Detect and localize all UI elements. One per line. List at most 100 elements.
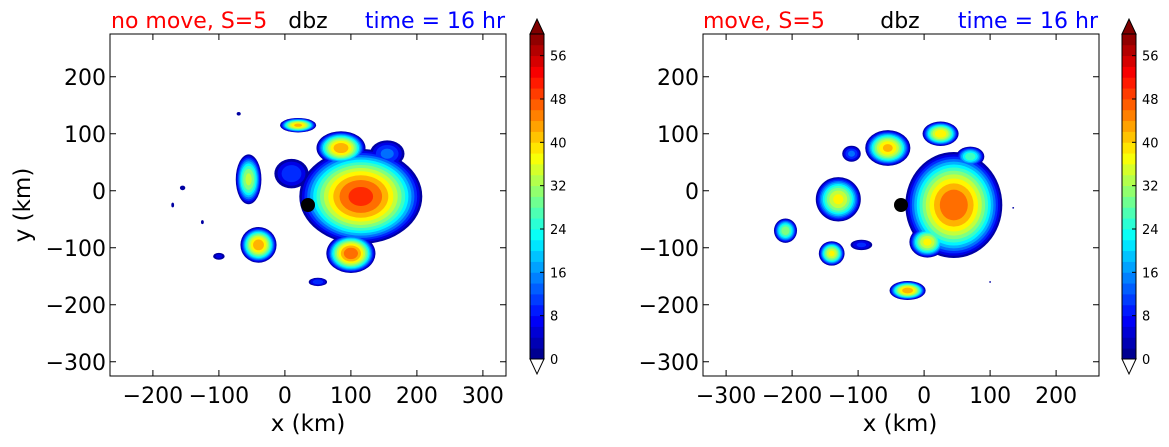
colorbar-extend-max (529, 17, 545, 35)
y-tick-label: −100 (46, 237, 106, 262)
colorbar-segment (530, 131, 544, 143)
colorbar-segment (1122, 207, 1136, 219)
colorbar-tick-label: 56 (1142, 50, 1159, 65)
colorbar: 0 8 16 24 32 40 48 56 (529, 17, 567, 376)
colorbar-segment (1122, 315, 1136, 327)
y-ticks: −300 −200 −100 0 100 200 (639, 66, 1099, 376)
colorbar-segment (1122, 294, 1136, 306)
colorbar-tick-label: 32 (1142, 180, 1159, 195)
x-tick-label: −100 (828, 384, 888, 409)
y-tick-label: 200 (64, 66, 106, 91)
y-tick-label: 200 (657, 66, 699, 91)
colorbar-segment (1122, 174, 1136, 187)
reflectivity-contour-blob-12 (171, 202, 175, 208)
y-tick-label: −300 (639, 351, 699, 376)
colorbar-segment (530, 272, 544, 284)
x-tick-label: −100 (189, 384, 249, 409)
storm-center-marker (301, 198, 315, 212)
colorbar-segment (530, 229, 544, 241)
title-right: time = 16 hr (365, 9, 506, 34)
colorbar-segment (1122, 153, 1136, 165)
reflectivity-contour-blob-4 (828, 250, 835, 257)
x-tick-label: 200 (1035, 384, 1077, 409)
colorbar-segment (1122, 142, 1136, 154)
reflectivity-contour-blob-8 (965, 152, 976, 161)
reflectivity-contour-blob-7 (923, 238, 932, 246)
y-tick-label: 0 (92, 180, 106, 205)
x-tick-label: 100 (969, 384, 1011, 409)
reflectivity-contour-blob-11 (236, 112, 241, 116)
colorbar-segment (530, 66, 544, 78)
reflectivity-contour-blob-10 (179, 185, 186, 191)
colorbar-segment (1122, 348, 1136, 360)
colorbar-segment (1122, 326, 1136, 338)
x-tick-label: −200 (123, 384, 183, 409)
y-ticks: −300 −200 −100 0 100 200 (46, 66, 506, 376)
colorbar-tick-label: 16 (1142, 266, 1159, 281)
y-tick-label: −200 (46, 294, 106, 319)
x-axis-label: x (km) (863, 411, 938, 437)
colorbar-segment (1122, 283, 1136, 295)
reflectivity-contour-blob-6 (902, 287, 914, 294)
title-right: time = 16 hr (958, 9, 1099, 34)
x-tick-label: 0 (917, 384, 931, 409)
colorbar-segment (1122, 109, 1136, 122)
colorbar-extend-max (1121, 17, 1137, 35)
colorbar-segment (530, 207, 544, 219)
colorbar-segment (530, 304, 544, 317)
colorbar-tick-label: 56 (550, 50, 567, 65)
x-tick-label: 0 (278, 384, 292, 409)
title-left: move, S=5 (703, 9, 825, 34)
reflectivity-contour-blob-3 (380, 148, 394, 159)
colorbar-segment (1122, 304, 1136, 317)
colorbar-segment (1122, 250, 1136, 262)
colorbar-segment (1122, 99, 1136, 111)
reflectivity-field (773, 121, 1015, 300)
colorbar-segment (530, 326, 544, 338)
colorbar-segment (1122, 131, 1136, 143)
colorbar-tick-label: 48 (550, 93, 567, 108)
colorbar-segment (1122, 261, 1136, 273)
colorbar-tick-label: 40 (550, 136, 567, 151)
colorbar-segment (530, 283, 544, 295)
reflectivity-contour-blob-4 (343, 247, 358, 260)
colorbar-segment (530, 337, 544, 349)
colorbar-segment (530, 218, 544, 230)
colorbar-segment (530, 120, 544, 132)
colorbar-segment (530, 250, 544, 262)
reflectivity-contour-blob-6 (245, 173, 252, 186)
colorbar-segment (530, 294, 544, 306)
x-ticks: −300 −200 −100 0 100 200 (696, 34, 1077, 409)
plot-frame (702, 33, 1100, 377)
colorbar-segment (1122, 120, 1136, 132)
colorbar-segment (1122, 164, 1136, 176)
colorbar-tick-label: 8 (1142, 310, 1150, 325)
colorbar-segment (530, 88, 544, 100)
colorbar-segment (530, 261, 544, 273)
colorbar-segment (530, 99, 544, 111)
x-ticks: −200 −100 0 100 200 300 (123, 34, 504, 409)
x-tick-label: 300 (462, 384, 504, 409)
x-tick-label: 200 (396, 384, 438, 409)
colorbar-segment (1122, 239, 1136, 252)
colorbar-segment (530, 164, 544, 176)
colorbar-tick-label: 0 (1142, 353, 1150, 368)
colorbar-segment (530, 174, 544, 187)
colorbar-segment (530, 142, 544, 154)
colorbar-segment (530, 153, 544, 165)
colorbar-segment (1122, 66, 1136, 78)
colorbar-segment (530, 315, 544, 327)
colorbar-segment (1122, 185, 1136, 197)
colorbar-tick-label: 48 (1142, 93, 1159, 108)
colorbar-segment (530, 44, 544, 57)
title-center: dbz (288, 9, 327, 34)
reflectivity-contour-blob-5 (781, 226, 790, 235)
reflectivity-contour-blob-1 (333, 142, 349, 154)
colorbar-tick-label: 8 (550, 310, 558, 325)
colorbar-segment (530, 348, 544, 360)
colorbar-frame (1121, 33, 1137, 360)
x-axis-label: x (km) (271, 411, 346, 437)
colorbar-extend-min (1121, 358, 1137, 376)
